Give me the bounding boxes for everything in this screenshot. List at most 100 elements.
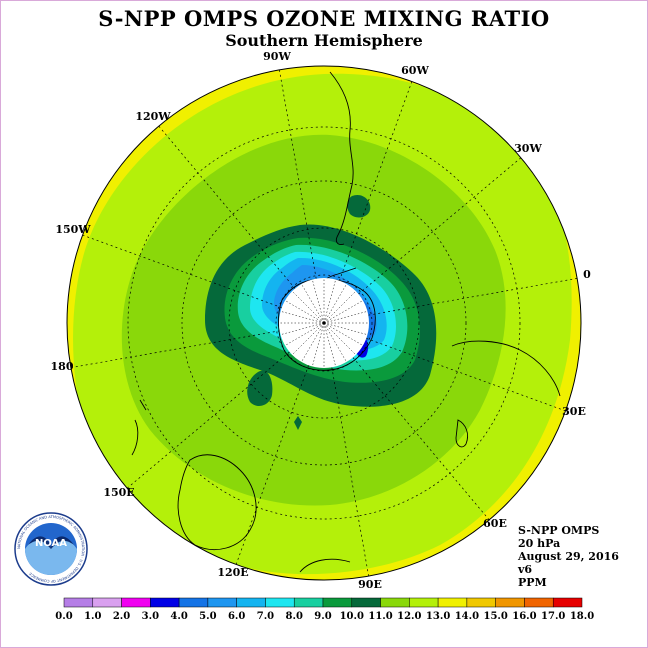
colorbar-swatch (293, 597, 324, 608)
pole-meridian-line (292, 322, 325, 355)
info-version: v6 (518, 563, 533, 576)
colorbar-swatch (322, 597, 353, 608)
lon-label-180: 180 (51, 360, 74, 373)
colorbar-tick-label: 7.0 (257, 611, 274, 622)
south-pole-dot (322, 321, 326, 325)
pole-meridian-line (323, 322, 364, 346)
colorbar-tick-label: 11.0 (368, 611, 392, 622)
colorbar-tick-label: 17.0 (541, 611, 565, 622)
colorbar-tick-label: 18.0 (570, 611, 594, 622)
colorbar-tick-label: 1.0 (84, 611, 101, 622)
colorbar-swatch (380, 597, 410, 608)
pole-meridian-line (323, 283, 347, 324)
colorbar-swatch (236, 597, 266, 608)
lat-circle-60 (228, 227, 420, 419)
colorbar-swatch (524, 597, 554, 608)
lat-circle-30 (127, 126, 521, 520)
colorbar-tick-label: 0.0 (55, 611, 72, 622)
colorbar-swatch (207, 597, 237, 608)
noaa-logo: NOAA NATIONAL OCEANIC AND ATMOSPHERIC AD… (14, 512, 88, 586)
colorbar-swatch (351, 597, 381, 608)
colorbar-swatch (495, 597, 525, 608)
longitude-labels: 90W 60W 30W 0 30E 60E 90E 120E 150E 180 … (51, 50, 592, 591)
coast-southern-asia (299, 558, 351, 573)
lat-circle-75 (275, 274, 373, 372)
latitude-circles (127, 126, 521, 520)
lon-label-30e: 30E (562, 405, 586, 418)
pole-meridian-line (312, 279, 325, 324)
colorbar-tick-label: 12.0 (397, 611, 421, 622)
lon-label-150w: 150W (55, 223, 91, 236)
lon-label-120w: 120W (135, 110, 171, 123)
colorbar-tick-label: 8.0 (286, 611, 303, 622)
lon-label-90e: 90E (358, 578, 382, 591)
pole-meridian-line (312, 322, 325, 367)
colorbar-tick-label: 5.0 (199, 611, 216, 622)
map-title: S-NPP OMPS OZONE MIXING RATIO (98, 6, 550, 31)
pole-meridian-line (323, 291, 356, 324)
coast-madagascar (455, 419, 469, 448)
lat-circle-45 (181, 180, 467, 466)
pole-meridian-line (323, 300, 364, 324)
lon-label-0: 0 (583, 268, 591, 281)
colorbar-tick-label: 6.0 (228, 611, 245, 622)
colorbar-tick-label: 16.0 (512, 611, 536, 622)
info-level: 20 hPa (518, 537, 561, 550)
pole-meridian-line (323, 322, 368, 335)
lon-label-150e: 150E (103, 486, 134, 499)
coast-new-zealand (131, 399, 147, 456)
coast-south-america (329, 71, 354, 245)
lon-label-120e: 120E (217, 566, 248, 579)
pole-meridian-line (280, 322, 325, 335)
pole-meridian-line (284, 300, 325, 324)
info-block: S-NPP OMPS 20 hPa August 29, 2016 v6 PPM (518, 524, 619, 589)
colorbar-tick-label: 15.0 (483, 611, 507, 622)
colorbar-swatch (409, 597, 439, 608)
colorbar-tick-label: 13.0 (426, 611, 450, 622)
info-units: PPM (518, 576, 547, 589)
pole-meridian-line (323, 322, 347, 363)
lon-label-60e: 60E (483, 517, 507, 530)
map-subtitle: Southern Hemisphere (225, 31, 423, 50)
colorbar-swatch (466, 597, 496, 608)
field-dark-green-fleck (294, 416, 302, 430)
pole-meridian-line (323, 311, 368, 324)
logo-gull (28, 536, 74, 549)
colorbar-swatch (92, 597, 122, 608)
info-product: S-NPP OMPS (518, 524, 600, 537)
field-dark-green-patch (347, 194, 371, 218)
pole-meridian-line (301, 322, 325, 363)
colorbar-tick-label: 3.0 (142, 611, 159, 622)
lon-label-60w: 60W (401, 64, 429, 77)
colorbar-tick-label: 9.0 (314, 611, 331, 622)
pole-meridian-line (323, 322, 356, 355)
pole-meridian-line (301, 283, 325, 324)
coast-australia (177, 454, 257, 551)
coast-africa (451, 340, 561, 397)
pole-meridian-line (323, 322, 336, 367)
colorbar-swatch (63, 597, 94, 608)
colorbar-tick-label: 10.0 (340, 611, 364, 622)
colorbar-swatch (265, 597, 295, 608)
pole-meridian-line (280, 311, 325, 324)
lon-label-30w: 30W (514, 142, 542, 155)
colorbar-swatch (437, 597, 468, 608)
colorbar-swatch (178, 597, 209, 608)
colorbar-swatch (150, 597, 180, 608)
colorbar-tick-label: 2.0 (113, 611, 130, 622)
colorbar-tick-label: 4.0 (170, 611, 187, 622)
logo-wave (25, 537, 77, 575)
pole-meridian-line (292, 291, 325, 324)
info-date: August 29, 2016 (518, 550, 619, 563)
pole-graticule (279, 278, 369, 368)
field-dark-green-blob (247, 370, 273, 406)
colorbar-swatch (121, 597, 151, 608)
colorbar-tick-label: 14.0 (455, 611, 479, 622)
colorbar: 0.0 1.0 2.0 3.0 4.0 5.0 6.0 7.0 8.0 9.0 10.0 11.0 12… (55, 597, 594, 622)
logo-text: NOAA (35, 538, 67, 549)
pole-meridian-line (323, 279, 336, 324)
colorbar-swatch (552, 597, 583, 608)
disk-border (66, 65, 582, 581)
pole-meridian-line (284, 322, 325, 346)
